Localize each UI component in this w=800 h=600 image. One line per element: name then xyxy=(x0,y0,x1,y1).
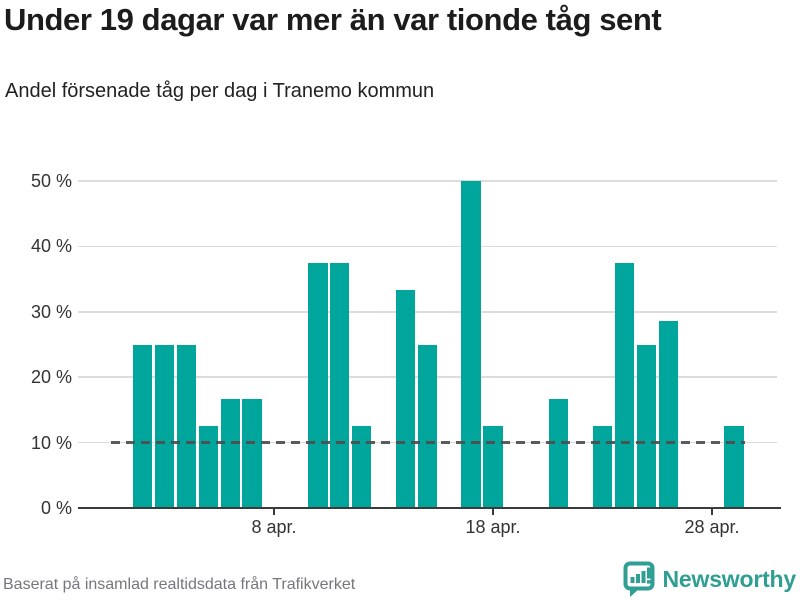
x-axis-tick-label: 8 apr. xyxy=(251,517,297,537)
bar-day-4 xyxy=(176,344,197,508)
y-axis-tick-label: 40 % xyxy=(30,236,72,257)
x-axis-tick xyxy=(273,509,275,515)
newsworthy-wordmark: Newsworthy xyxy=(662,566,797,592)
newsworthy-logo-icon xyxy=(623,561,656,598)
bar-day-6 xyxy=(220,398,240,508)
bar-day-17 xyxy=(461,181,481,508)
reference-line-10pct xyxy=(110,441,745,444)
bar-day-25 xyxy=(636,344,657,508)
source-note: Baserat på insamlad realtidsdata från Tr… xyxy=(3,576,356,593)
x-axis-tick-label: 18 apr. xyxy=(465,517,521,537)
y-axis-tick-label: 50 % xyxy=(30,171,72,191)
bar-day-7 xyxy=(242,398,262,508)
bar-day-10 xyxy=(308,262,328,508)
x-axis-tick-label: 28 apr. xyxy=(684,517,740,537)
y-gridline xyxy=(78,245,777,248)
bar-day-2 xyxy=(132,344,153,508)
y-axis-tick-label: 30 % xyxy=(30,301,72,322)
bar-day-12 xyxy=(351,426,372,508)
y-gridline xyxy=(78,311,777,313)
x-axis-tick xyxy=(711,509,713,515)
bar-day-15 xyxy=(417,344,438,508)
bar-day-24 xyxy=(614,262,635,508)
y-axis-tick-label: 0 % xyxy=(40,498,72,518)
bar-day-23 xyxy=(592,426,613,508)
bar-day-21 xyxy=(549,398,569,508)
bar-day-14 xyxy=(395,290,416,508)
newsworthy-brand-link[interactable]: Newsworthy xyxy=(623,561,796,598)
chart-subtitle: Andel försenade tåg per dag i Tranemo ko… xyxy=(5,80,435,102)
x-axis-line xyxy=(78,507,781,510)
bar-day-3 xyxy=(154,344,175,508)
bar-day-29 xyxy=(724,426,744,508)
x-axis-tick xyxy=(492,509,494,515)
bar-day-5 xyxy=(198,426,219,508)
bar-day-26 xyxy=(658,320,678,508)
y-axis-tick-label: 10 % xyxy=(30,432,72,453)
bar-day-18 xyxy=(483,426,503,508)
y-axis-tick-label: 20 % xyxy=(30,367,72,388)
y-gridline xyxy=(78,180,777,182)
bar-day-11 xyxy=(330,262,350,508)
chart-title: Under 19 dagar var mer än var tionde tåg… xyxy=(4,2,662,37)
